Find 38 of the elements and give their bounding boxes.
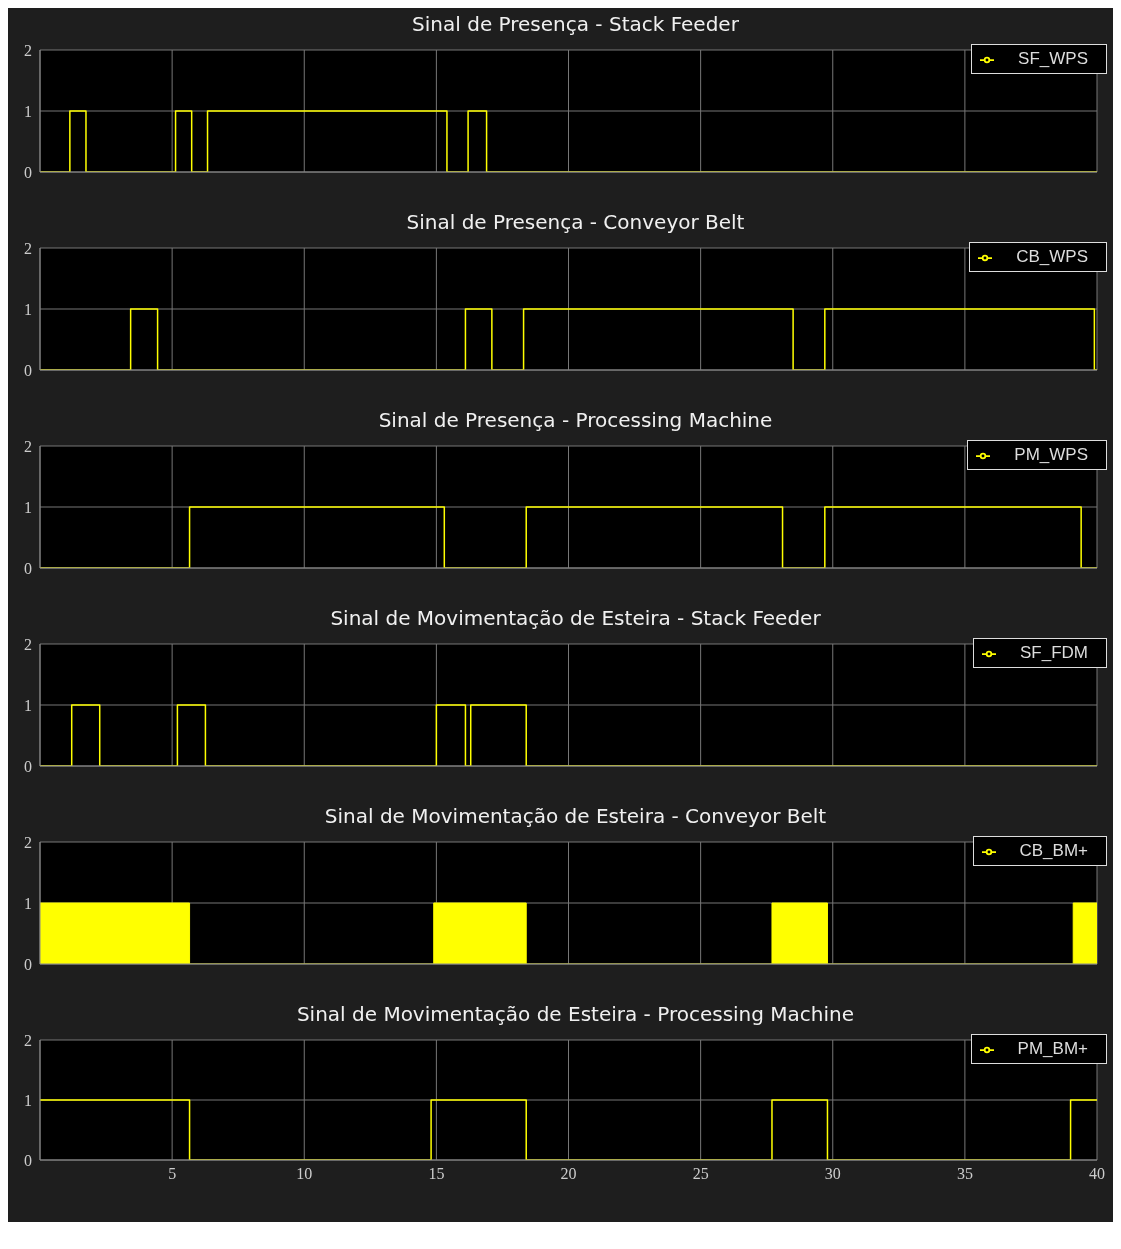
y-tick-label: 2 <box>24 41 32 59</box>
y-tick-label: 0 <box>24 559 32 577</box>
y-tick-label: 1 <box>24 696 32 714</box>
y-tick-label: 2 <box>24 1031 32 1049</box>
y-tick-label: 2 <box>24 635 32 653</box>
y-tick-label: 1 <box>24 498 32 516</box>
chart-title: Sinal de Movimentação de Esteira - Conveyor Belt <box>323 803 828 830</box>
x-tick-label: 20 <box>560 1165 577 1183</box>
chart-title: Sinal de Presença - Conveyor Belt <box>405 209 746 236</box>
legend-label: CB_BM+ <box>1019 841 1088 860</box>
y-tick-label: 0 <box>24 163 32 181</box>
x-tick-label: 35 <box>956 1165 973 1183</box>
legend-label: PM_BM+ <box>1017 1039 1088 1058</box>
y-tick-label: 1 <box>24 102 32 120</box>
y-tick-label: 2 <box>24 239 32 257</box>
x-tick-label: 30 <box>824 1165 841 1183</box>
x-tick-label: 10 <box>296 1165 313 1183</box>
y-tick-label: 1 <box>24 894 32 912</box>
chart-title: Sinal de Presença - Processing Machine <box>377 407 774 434</box>
legend-label: PM_WPS <box>1014 445 1088 464</box>
x-tick-label: 5 <box>168 1165 177 1183</box>
x-tick-label: 40 <box>1089 1165 1105 1183</box>
chart-title: Sinal de Movimentação de Esteira - Stack Feeder <box>329 605 822 632</box>
y-tick-label: 2 <box>24 833 32 851</box>
legend-label: CB_WPS <box>1016 247 1088 266</box>
chart-title: Sinal de Movimentação de Esteira - Processing Machine <box>295 1001 856 1028</box>
legend-label: SF_WPS <box>1018 49 1088 68</box>
y-tick-label: 0 <box>24 1151 32 1169</box>
y-tick-label: 1 <box>24 300 32 318</box>
x-tick-label: 15 <box>428 1165 445 1183</box>
legend-label: SF_FDM <box>1020 643 1088 662</box>
y-tick-label: 0 <box>24 955 32 973</box>
y-tick-label: 2 <box>24 437 32 455</box>
y-tick-label: 1 <box>24 1091 32 1109</box>
chart-title: Sinal de Presença - Stack Feeder <box>411 11 740 38</box>
x-tick-label: 25 <box>692 1165 709 1183</box>
y-tick-label: 0 <box>24 361 32 379</box>
y-tick-label: 0 <box>24 757 32 775</box>
